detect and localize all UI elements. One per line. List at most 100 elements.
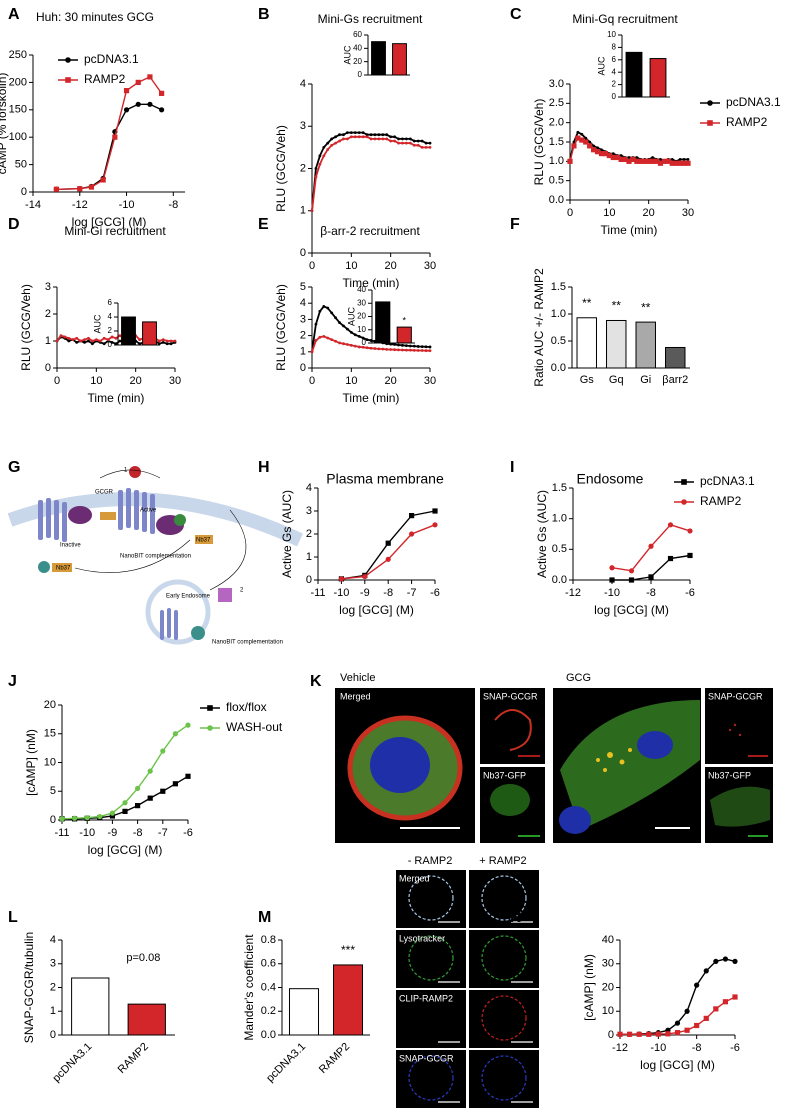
x-tick-label: -10 bbox=[333, 587, 349, 599]
data-point bbox=[646, 158, 652, 164]
data-point bbox=[610, 154, 616, 161]
data-point bbox=[588, 140, 592, 144]
y-tick-label: 4 bbox=[108, 312, 113, 321]
data-point bbox=[330, 143, 334, 147]
cell bbox=[408, 935, 454, 981]
image-label: SNAP-GCGR bbox=[399, 1053, 454, 1063]
data-point bbox=[94, 338, 98, 342]
micrograph bbox=[469, 990, 539, 1048]
g-protein bbox=[68, 506, 92, 524]
data-point bbox=[424, 349, 428, 353]
data-point bbox=[618, 156, 624, 162]
lgbit bbox=[38, 561, 50, 573]
panel-letter: K bbox=[310, 673, 322, 690]
series-line bbox=[341, 524, 436, 580]
data-point bbox=[377, 137, 381, 141]
data-point bbox=[428, 345, 432, 349]
image-label: Lysotracker bbox=[399, 933, 445, 943]
x-tick-label: -10 bbox=[604, 587, 620, 599]
x-tick-label: Gq bbox=[609, 374, 624, 386]
y-tick-label: 10 bbox=[357, 325, 366, 334]
y-tick-label: 200 bbox=[9, 76, 27, 88]
data-point bbox=[161, 338, 165, 342]
data-point bbox=[409, 513, 415, 519]
data-point bbox=[420, 145, 424, 149]
x-tick-label: -6 bbox=[430, 587, 440, 599]
cell bbox=[481, 1055, 527, 1101]
chart-title: β-arr-2 recruitment bbox=[320, 224, 420, 238]
panel-letter: L bbox=[8, 909, 18, 926]
x-tick-label: -10 bbox=[119, 199, 135, 211]
panel-g: G 1 GCGR Inactive Active Nb37 NanoBIT co… bbox=[7, 459, 303, 646]
y-tick-label: 10 bbox=[602, 1005, 614, 1017]
data-point bbox=[665, 158, 671, 164]
data-point bbox=[385, 347, 389, 351]
data-point bbox=[397, 348, 400, 352]
data-point bbox=[53, 186, 59, 192]
x-tick-label: 10 bbox=[603, 207, 615, 219]
chart-title: Mini-Gq recruitment bbox=[572, 12, 678, 26]
y-tick-label: 1.0 bbox=[552, 513, 567, 525]
data-point bbox=[157, 342, 161, 346]
data-point bbox=[401, 343, 404, 347]
x-tick-label: -12 bbox=[72, 199, 88, 211]
data-point bbox=[334, 135, 337, 139]
data-point bbox=[135, 101, 141, 107]
panel-letter: C bbox=[510, 6, 522, 23]
panel-letter: N bbox=[510, 909, 522, 926]
y-tick-label: 1 bbox=[300, 346, 306, 358]
data-point bbox=[684, 1008, 690, 1014]
data-point bbox=[342, 137, 345, 141]
data-point bbox=[365, 133, 369, 137]
data-point bbox=[694, 1022, 700, 1029]
data-point bbox=[98, 339, 102, 343]
data-point bbox=[109, 810, 115, 816]
cell bbox=[560, 700, 700, 830]
data-point bbox=[157, 339, 161, 343]
x-tick-label: 20 bbox=[385, 375, 397, 387]
y-tick-label: 40 bbox=[357, 285, 366, 294]
y-tick-label: 1.0 bbox=[549, 155, 564, 167]
panel-letter: E bbox=[258, 216, 269, 233]
data-point bbox=[412, 139, 416, 143]
bar bbox=[396, 326, 412, 344]
data-point bbox=[373, 133, 377, 137]
data-point bbox=[326, 148, 330, 151]
data-point bbox=[653, 158, 660, 164]
y-tick-label: 5 bbox=[300, 281, 306, 293]
data-point bbox=[389, 139, 393, 143]
data-point bbox=[114, 336, 118, 340]
data-point bbox=[428, 349, 432, 353]
data-point bbox=[681, 160, 687, 166]
data-point bbox=[428, 145, 432, 149]
y-tick-label: 2 bbox=[612, 80, 617, 89]
data-point bbox=[338, 341, 341, 345]
y-tick-label: 0 bbox=[306, 574, 312, 586]
chart-title: Endosome bbox=[577, 471, 644, 487]
panel-letter: H bbox=[258, 459, 270, 476]
data-point bbox=[619, 154, 623, 157]
data-point bbox=[674, 1020, 681, 1026]
data-point bbox=[67, 336, 71, 340]
y-tick-label: 8 bbox=[612, 43, 617, 52]
data-point bbox=[97, 813, 103, 820]
image-label: Merged bbox=[340, 691, 371, 701]
data-point bbox=[314, 167, 318, 170]
y-axis-label: AUC bbox=[92, 314, 102, 334]
data-point bbox=[83, 340, 86, 344]
data-point bbox=[635, 156, 639, 159]
significance: * bbox=[402, 315, 406, 325]
x-tick-label: -8 bbox=[646, 587, 656, 599]
data-point bbox=[326, 336, 330, 340]
data-point bbox=[722, 956, 729, 962]
image-label: Merged bbox=[399, 873, 430, 883]
data-point bbox=[638, 158, 644, 164]
data-point bbox=[397, 141, 400, 145]
data-point bbox=[584, 136, 588, 140]
y-tick-label: 15 bbox=[44, 728, 56, 740]
data-point bbox=[580, 132, 584, 136]
y-tick-label: 3.0 bbox=[549, 78, 564, 90]
data-point bbox=[65, 57, 71, 63]
y-tick-label: 30 bbox=[602, 958, 614, 970]
data-point bbox=[405, 348, 408, 352]
